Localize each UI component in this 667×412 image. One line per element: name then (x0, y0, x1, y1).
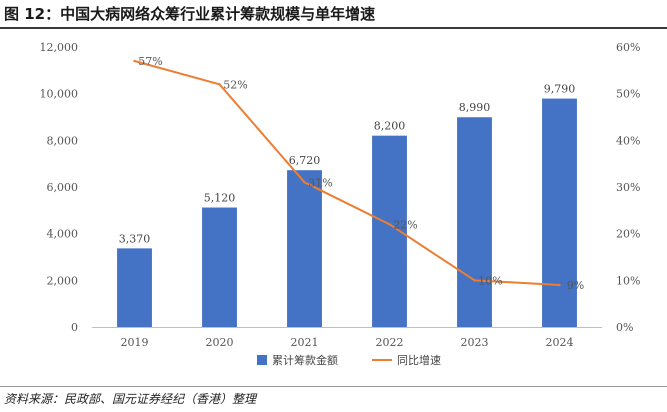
growth-line (134, 60, 560, 286)
growth-point (133, 59, 136, 63)
bar-data-label: 8,200 (374, 120, 406, 133)
growth-point (218, 83, 221, 86)
growth-point (388, 223, 391, 226)
chart: 0 2,000 4,000 6,000 8,000 10,000 12,000 0% 10% 20… (40, 41, 641, 367)
bar-data-label: 3,370 (119, 232, 151, 245)
bar-data-label: 8,990 (459, 101, 491, 114)
y-right-tick-label: 10% (616, 274, 640, 287)
bar (202, 207, 237, 327)
bar (457, 117, 492, 327)
bar (542, 98, 577, 327)
growth-point (558, 283, 561, 287)
y-right-tick-label: 30% (616, 181, 640, 194)
growth-data-label: 10% (478, 274, 502, 287)
x-tick-label: 2020 (206, 336, 234, 349)
bar-data-label: 5,120 (204, 192, 236, 205)
growth-point (473, 279, 476, 282)
y-right-tick-label: 50% (616, 88, 640, 101)
bar (117, 248, 152, 327)
y-right-tick-label: 40% (616, 134, 640, 147)
growth-data-label: 9% (567, 279, 584, 292)
y-right-tick-label: 20% (616, 228, 640, 241)
x-tick-label: 2022 (376, 336, 404, 349)
bar-data-label: 9,790 (544, 83, 576, 96)
bar-data-label: 6,720 (289, 154, 321, 167)
bar (287, 170, 322, 327)
title-divider (0, 27, 667, 29)
y-left-tick-label: 0 (71, 321, 78, 334)
y-left-tick-label: 2,000 (47, 274, 79, 287)
legend-line-label: 同比增速 (397, 353, 441, 367)
x-tick-label: 2019 (121, 336, 149, 349)
y-left-tick-label: 12,000 (40, 41, 79, 54)
growth-point (303, 181, 306, 184)
growth-data-label: 57% (138, 55, 162, 68)
source-note: 资料来源：民政部、国元证券经纪（香港）整理 (4, 392, 257, 406)
figure-title: 图 12：中国大病网络众筹行业累计筹款规模与单年增速 (4, 5, 376, 23)
legend-bar-swatch (257, 355, 267, 365)
y-left-tick-label: 4,000 (47, 228, 79, 241)
y-left-tick-label: 10,000 (40, 88, 79, 101)
x-tick-label: 2023 (461, 336, 489, 349)
growth-data-label: 52% (223, 78, 247, 91)
legend-bar-label: 累计筹款金额 (272, 353, 338, 367)
y-right-tick-label: 60% (616, 41, 640, 54)
footer-divider (0, 386, 667, 387)
x-tick-label: 2021 (291, 336, 319, 349)
x-tick-label: 2024 (546, 336, 574, 349)
y-right-tick-label: 0% (616, 321, 633, 334)
growth-data-label: 31% (308, 176, 332, 189)
y-left-tick-label: 8,000 (47, 134, 79, 147)
growth-data-label: 22% (393, 218, 417, 231)
y-left-tick-label: 6,000 (47, 181, 79, 194)
